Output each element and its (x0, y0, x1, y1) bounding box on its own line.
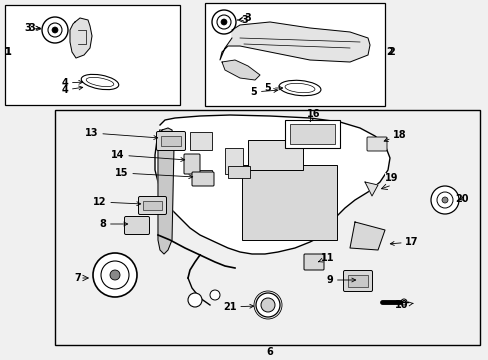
Bar (289, 124, 334, 144)
Polygon shape (349, 222, 384, 250)
Bar (55, 110, 479, 345)
FancyBboxPatch shape (366, 137, 386, 151)
Circle shape (101, 261, 129, 289)
FancyBboxPatch shape (183, 154, 200, 174)
Circle shape (110, 270, 120, 280)
Text: 8: 8 (100, 219, 127, 229)
Bar (224, 148, 243, 174)
Text: 2: 2 (386, 47, 392, 57)
Bar (347, 275, 367, 287)
Bar (227, 166, 249, 178)
Text: 11: 11 (318, 253, 334, 263)
Text: 1: 1 (4, 47, 11, 57)
Text: 5: 5 (250, 87, 277, 97)
Text: 3: 3 (29, 23, 40, 33)
Text: 2: 2 (388, 47, 395, 57)
Circle shape (436, 192, 452, 208)
Text: 18: 18 (384, 130, 406, 141)
Bar (192, 170, 212, 184)
Bar (5, 5, 180, 105)
Polygon shape (220, 22, 369, 62)
FancyBboxPatch shape (304, 254, 324, 270)
Text: 14: 14 (111, 150, 184, 162)
Polygon shape (222, 60, 260, 80)
Text: 3: 3 (24, 23, 41, 33)
Text: 4: 4 (61, 78, 82, 88)
Circle shape (209, 290, 220, 300)
Circle shape (441, 197, 447, 203)
Text: 4: 4 (61, 85, 82, 95)
Text: 16: 16 (306, 109, 320, 122)
Text: 13: 13 (85, 128, 157, 139)
Circle shape (93, 253, 137, 297)
Polygon shape (158, 128, 174, 254)
Bar (247, 140, 303, 170)
Bar (285, 120, 339, 148)
Text: 3: 3 (237, 15, 248, 25)
FancyBboxPatch shape (192, 172, 214, 186)
Circle shape (430, 186, 458, 214)
Text: 15: 15 (115, 168, 192, 179)
Bar (190, 132, 212, 150)
Circle shape (256, 293, 280, 317)
Circle shape (261, 298, 274, 312)
FancyBboxPatch shape (124, 216, 149, 234)
Bar (242, 165, 336, 240)
Polygon shape (155, 115, 389, 254)
Text: 7: 7 (75, 273, 81, 283)
Text: 17: 17 (389, 237, 418, 247)
FancyBboxPatch shape (138, 197, 166, 215)
Bar (204, 3, 384, 106)
Text: 3: 3 (239, 13, 251, 23)
Circle shape (187, 293, 202, 307)
Text: 10: 10 (394, 300, 412, 310)
Text: 19: 19 (385, 173, 398, 183)
Polygon shape (70, 18, 92, 58)
Text: 9: 9 (326, 275, 355, 285)
Text: 21: 21 (223, 302, 253, 312)
Text: 20: 20 (454, 194, 468, 204)
FancyBboxPatch shape (343, 270, 372, 292)
Circle shape (221, 19, 226, 25)
Bar (161, 136, 181, 146)
Text: 12: 12 (93, 197, 141, 207)
Circle shape (52, 27, 58, 33)
Text: 1: 1 (4, 47, 11, 57)
Polygon shape (364, 182, 377, 196)
Text: 5: 5 (264, 83, 282, 93)
Text: 6: 6 (266, 347, 273, 357)
FancyBboxPatch shape (156, 131, 185, 150)
Bar (142, 201, 162, 210)
